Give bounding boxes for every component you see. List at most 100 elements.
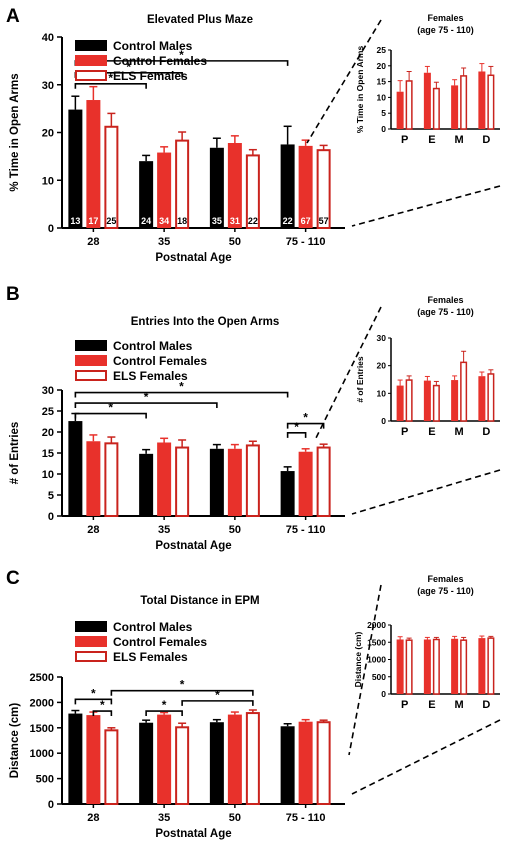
inset-y-tick-label: 0 bbox=[381, 124, 386, 134]
x-tick-label: 35 bbox=[158, 812, 170, 824]
inset-title-line: Females bbox=[427, 574, 463, 584]
significance-bracket bbox=[74, 402, 218, 409]
significance-bracket bbox=[92, 710, 113, 717]
inset-x-tick-label: E bbox=[428, 699, 435, 711]
y-tick-label: 10 bbox=[42, 175, 54, 187]
chart-title: Entries Into the Open Arms bbox=[131, 316, 279, 328]
inset-chart: Females (age 75 - 110) 0 10 20 30 # of Entries… bbox=[355, 295, 500, 438]
panel-letter: C bbox=[6, 568, 20, 589]
inset-y-tick-label: 15 bbox=[377, 77, 387, 87]
zoom-dashed-line bbox=[351, 185, 501, 227]
inset-x-tick-label: D bbox=[482, 134, 490, 146]
significance-bracket bbox=[74, 391, 289, 398]
bar-control-females bbox=[86, 715, 101, 804]
inset-x-tick-label: M bbox=[455, 426, 464, 438]
y-tick-label: 30 bbox=[42, 385, 54, 397]
chart-title: Elevated Plus Maze bbox=[147, 14, 253, 26]
significance-star: * bbox=[126, 60, 131, 74]
bar-els-females bbox=[104, 729, 119, 806]
legend-label-control-males: Control Males bbox=[113, 339, 193, 353]
panel-a: A Elevated Plus Maze 0 10 20 30 40 % Time in Op… bbox=[6, 6, 501, 264]
y-tick-label: 1500 bbox=[30, 723, 54, 735]
inset-y-tick-label: 25 bbox=[377, 45, 387, 55]
bar-control-females bbox=[227, 714, 242, 804]
zoom-dashed-line bbox=[306, 19, 382, 144]
significance-star: * bbox=[294, 420, 299, 434]
inset-bar-els-females bbox=[405, 80, 413, 130]
legend-label-control-males: Control Males bbox=[113, 620, 193, 634]
inset-title-line: (age 75 - 110) bbox=[417, 586, 474, 596]
inset-y-tick-label: 10 bbox=[377, 92, 387, 102]
bar-control-males bbox=[209, 448, 224, 516]
n-label-els-females: 25 bbox=[106, 216, 116, 226]
x-tick-label: 50 bbox=[229, 524, 241, 536]
bar-els-females bbox=[245, 154, 260, 229]
inset-bar-control-females bbox=[396, 91, 404, 129]
legend-swatch-els-females bbox=[75, 70, 107, 81]
panel-letter: A bbox=[6, 6, 20, 27]
x-tick-label: 35 bbox=[158, 236, 170, 248]
y-tick-label: 2000 bbox=[30, 697, 54, 709]
y-tick-label: 15 bbox=[42, 448, 54, 460]
inset-chart: Females (age 75 - 110) 0 500 1000 1500 2000 Dis… bbox=[353, 574, 500, 711]
legend-swatch-control-males bbox=[75, 621, 107, 632]
y-tick-label: 10 bbox=[42, 469, 54, 481]
bar-control-females bbox=[298, 721, 313, 804]
bar-control-females bbox=[157, 714, 172, 804]
bar-control-males bbox=[280, 144, 295, 228]
bar-control-females bbox=[227, 143, 242, 228]
inset-bar-control-females bbox=[423, 380, 431, 421]
inset-bar-control-females bbox=[423, 72, 431, 129]
inset-bar-control-females bbox=[423, 639, 431, 694]
inset-bar-control-females bbox=[451, 85, 459, 129]
significance-bracket bbox=[286, 432, 307, 438]
x-axis-title: Postnatal Age bbox=[155, 252, 231, 264]
y-tick-label: 5 bbox=[48, 490, 54, 502]
bar-els-females bbox=[316, 446, 331, 518]
y-tick-label: 30 bbox=[42, 80, 54, 92]
bar-control-males bbox=[280, 471, 295, 516]
zoom-dashed-line bbox=[351, 469, 501, 515]
bar-els-females bbox=[175, 726, 190, 805]
inset-x-tick-label: E bbox=[428, 134, 435, 146]
inset-x-tick-label: E bbox=[428, 426, 435, 438]
inset-chart: Females (age 75 - 110) 0 5 10 15 20 25 % Time in… bbox=[355, 13, 500, 146]
bar-control-females bbox=[298, 145, 313, 228]
inset-bar-control-females bbox=[451, 638, 459, 694]
bar-els-females bbox=[175, 139, 190, 229]
inset-y-tick-label: 1500 bbox=[367, 637, 386, 647]
inset-x-tick-label: P bbox=[401, 699, 408, 711]
significance-star: * bbox=[179, 380, 184, 394]
inset-title-line: Females bbox=[427, 13, 463, 23]
significance-bracket bbox=[74, 82, 147, 89]
significance-star: * bbox=[144, 390, 149, 404]
y-tick-label: 500 bbox=[36, 774, 54, 786]
legend-swatch-els-females bbox=[75, 651, 107, 662]
significance-star: * bbox=[108, 71, 113, 85]
n-label-control-males: 24 bbox=[141, 216, 151, 226]
bar-els-females bbox=[175, 446, 190, 518]
bar-control-males bbox=[209, 147, 224, 228]
inset-title-line: (age 75 - 110) bbox=[417, 25, 474, 35]
y-tick-label: 0 bbox=[48, 799, 54, 811]
significance-star: * bbox=[162, 698, 167, 712]
panel-letter: B bbox=[6, 284, 20, 305]
inset-y-tick-label: 30 bbox=[377, 333, 387, 343]
inset-bar-els-females bbox=[460, 639, 468, 695]
y-tick-label: 1000 bbox=[30, 748, 54, 760]
legend-swatch-control-males bbox=[75, 340, 107, 351]
y-tick-label: 40 bbox=[42, 32, 54, 44]
y-tick-label: 20 bbox=[42, 427, 54, 439]
x-tick-label: 75 - 110 bbox=[286, 524, 326, 536]
legend-label-control-females: Control Females bbox=[113, 54, 207, 68]
y-tick-label: 20 bbox=[42, 128, 54, 140]
inset-bar-control-females bbox=[451, 380, 459, 421]
x-tick-label: 28 bbox=[87, 236, 99, 248]
inset-y-tick-label: 0 bbox=[381, 689, 386, 699]
legend-swatch-control-females bbox=[75, 355, 107, 366]
inset-bar-els-females bbox=[460, 75, 468, 130]
n-label-control-females: 31 bbox=[230, 216, 240, 226]
inset-x-tick-label: M bbox=[455, 134, 464, 146]
bar-els-females bbox=[245, 712, 260, 805]
